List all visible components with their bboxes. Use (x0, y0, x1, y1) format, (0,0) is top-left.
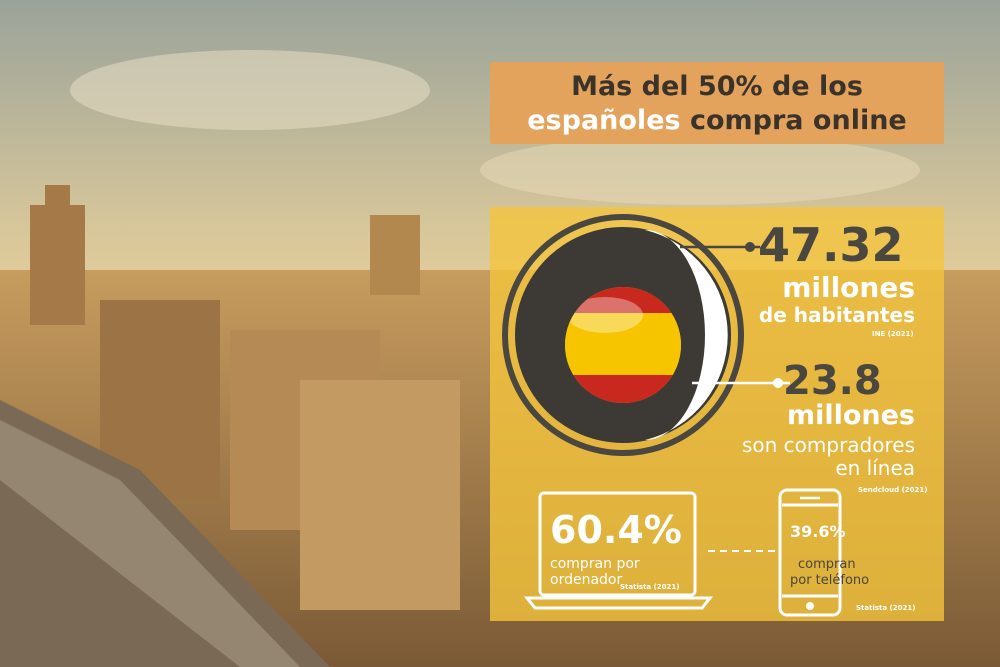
buyers-label-line-1: son compradores (741, 433, 915, 457)
laptop-icon (523, 491, 714, 610)
connector-buyers-dot (773, 378, 783, 388)
buyers-value: 23.8 (783, 358, 882, 404)
phone-percentage: 39.6% (790, 522, 846, 541)
population-unit: millones (782, 271, 915, 304)
computer-percentage: 60.4% (550, 508, 682, 552)
phone-label-line-1: compran (798, 557, 856, 572)
population-source: INE (2021) (872, 330, 914, 338)
spain-flag-icon (560, 282, 686, 408)
buyers-label-line-2: en línea (835, 456, 915, 480)
phone-label-line-2: por teléfono (790, 573, 870, 588)
computer-label-line-1: compran por (550, 556, 640, 572)
title-line-1: Más del 50% de los (571, 71, 863, 102)
computer-label-line-2: ordenador (550, 572, 623, 588)
computer-source: Statista (2021) (620, 583, 680, 591)
population-value: 47.32 (758, 218, 904, 272)
title-line-2: españoles compra online (490, 104, 944, 138)
white-crescent (645, 230, 728, 440)
connector-population-dot (745, 242, 755, 252)
smartphone-icon (778, 488, 842, 617)
title-highlight: españoles (527, 105, 681, 136)
buyers-source: Sendcloud (2021) (858, 486, 928, 494)
outer-ring (502, 214, 744, 456)
phone-button (806, 602, 814, 610)
population-label: de habitantes (758, 303, 915, 327)
buyers-unit: millones (786, 400, 915, 431)
phone-source: Statista (2021) (856, 604, 916, 612)
title-banner: Más del 50% de los españoles compra onli… (490, 62, 944, 144)
title-rest: compra online (680, 105, 907, 136)
